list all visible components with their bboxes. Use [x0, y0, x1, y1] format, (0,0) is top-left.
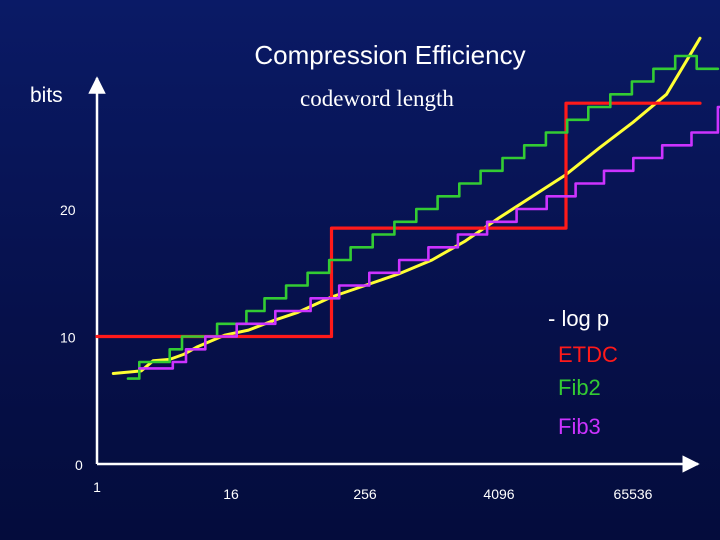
x-tick-label-256: 256 — [353, 486, 377, 502]
series-line-fib3 — [138, 105, 720, 370]
chart-subtitle: codeword length — [300, 86, 454, 111]
series-line-etdc — [95, 101, 702, 339]
x-tick-label-1: 1 — [93, 479, 101, 495]
y-tick-label-20: 20 — [60, 202, 76, 218]
series-line-log-p — [111, 36, 702, 375]
x-tick-label-65536: 65536 — [614, 486, 653, 502]
x-tick-label-16: 16 — [223, 486, 239, 502]
y-tick-label-10: 10 — [60, 330, 76, 346]
y-axis-unit-label: bits — [30, 84, 63, 107]
x-tick-label-4096: 4096 — [483, 486, 514, 502]
legend-etdc: ETDC — [558, 342, 618, 367]
y-tick-label-0: 0 — [75, 457, 83, 473]
legend-log-p: - log p — [548, 306, 610, 331]
legend-fib2: Fib2 — [558, 375, 601, 400]
slide-title: Compression Efficiency — [254, 40, 526, 70]
legend-fib3: Fib3 — [558, 414, 601, 439]
